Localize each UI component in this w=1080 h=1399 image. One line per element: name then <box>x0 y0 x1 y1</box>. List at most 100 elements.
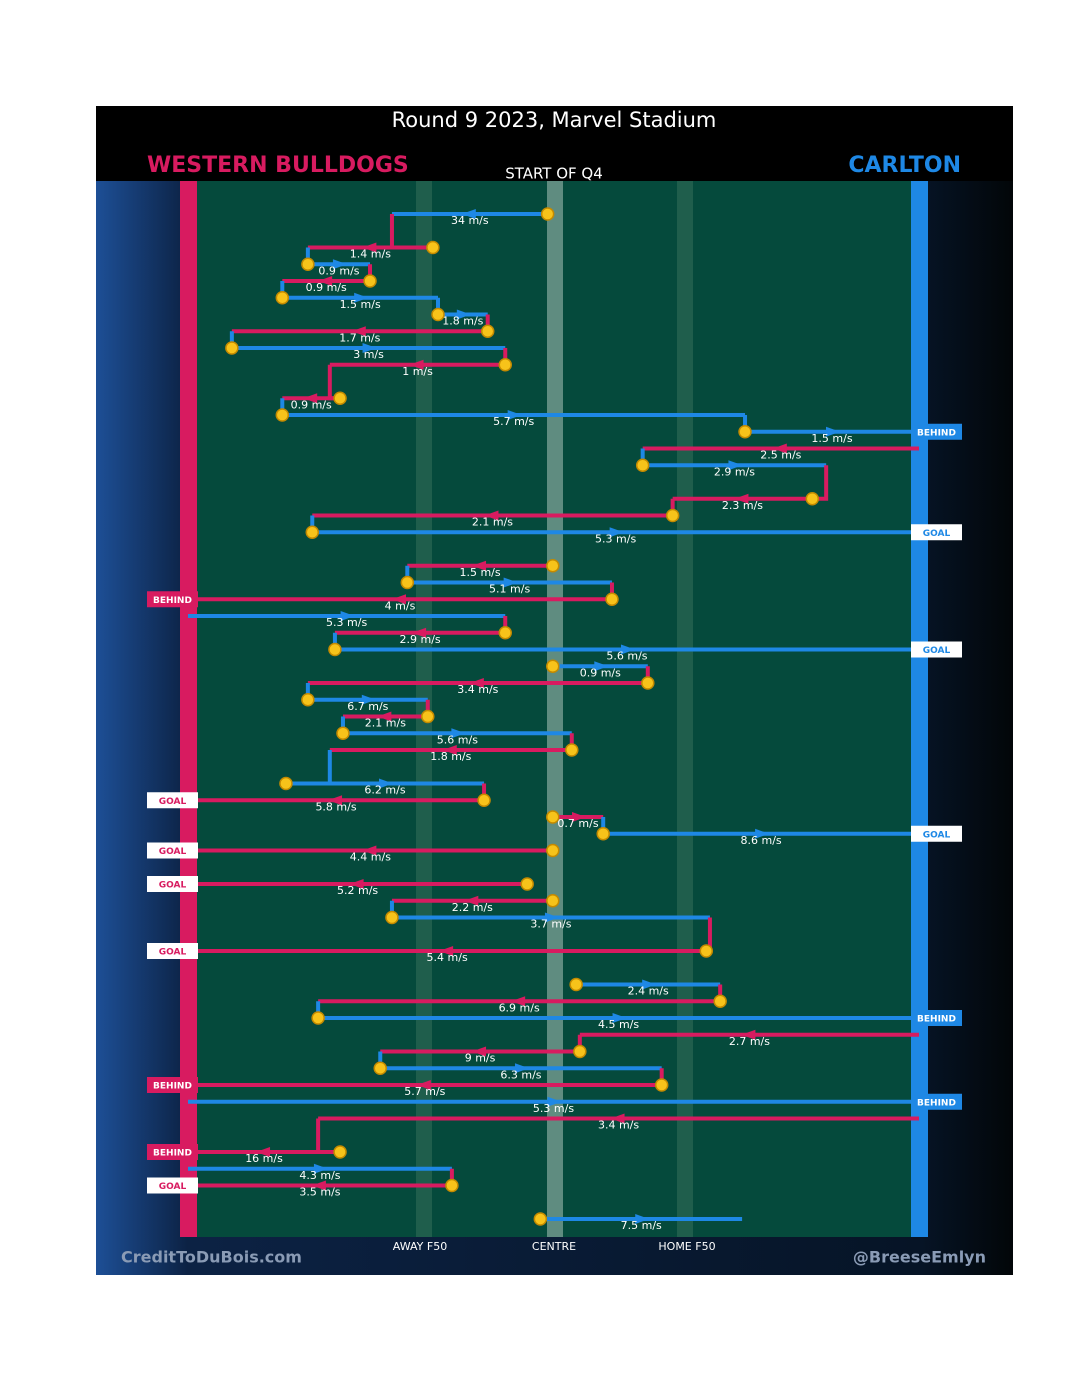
speed-label: 1.8 m/s <box>442 315 483 328</box>
outcome-badge <box>147 842 198 859</box>
direction-arrow <box>826 426 841 437</box>
speed-label: 2.2 m/s <box>452 901 493 914</box>
speed-label: 4.5 m/s <box>598 1018 639 1031</box>
ball-dot <box>333 1145 347 1159</box>
direction-arrow <box>391 594 406 605</box>
speed-label: 1.5 m/s <box>459 566 500 579</box>
outcome-badge <box>147 1177 198 1194</box>
direction-arrow <box>442 745 457 755</box>
outcome-label: GOAL <box>159 847 187 857</box>
ball-dot <box>738 425 752 439</box>
speed-label: 3.7 m/s <box>530 918 571 931</box>
ball-dot <box>385 910 399 925</box>
direction-arrow <box>318 276 333 286</box>
outcome-label: GOAL <box>923 646 951 656</box>
ball-dot <box>333 391 347 405</box>
speed-label: 2.1 m/s <box>365 717 406 730</box>
direction-arrow <box>379 778 394 789</box>
outcome-label: GOAL <box>923 830 951 840</box>
direction-arrow <box>412 627 427 638</box>
outcome-badge <box>147 591 198 608</box>
ball-dot <box>573 1044 587 1059</box>
speed-label: 2.9 m/s <box>714 465 755 478</box>
speed-label: 5.3 m/s <box>595 532 636 545</box>
speed-label: 5.4 m/s <box>427 951 468 964</box>
ball-dot <box>641 676 655 690</box>
outcome-label: BEHIND <box>917 1015 956 1025</box>
direction-arrow <box>311 1180 326 1191</box>
outcome-badge <box>147 876 198 892</box>
ball-dot <box>540 207 555 221</box>
field-label: HOME F50 <box>658 1240 715 1253</box>
speed-label: 5.6 m/s <box>606 650 647 663</box>
direction-arrow <box>451 728 466 739</box>
direction-arrow <box>349 879 364 889</box>
ball-dot <box>363 274 377 288</box>
ball-dot <box>520 877 534 891</box>
speed-label: 2.9 m/s <box>400 633 441 646</box>
ball-dot <box>311 1011 325 1025</box>
speed-label: 1.7 m/s <box>339 331 380 344</box>
direction-arrow <box>377 711 392 722</box>
centre-line <box>547 181 563 1237</box>
speed-label: 0.9 m/s <box>306 281 347 294</box>
direction-arrow <box>332 259 347 270</box>
ball-dot <box>498 358 513 372</box>
ball-dot <box>565 743 579 757</box>
quarter-label: START OF Q4 <box>505 165 603 183</box>
speed-label: 3.4 m/s <box>598 1119 639 1132</box>
speed-label: 6.2 m/s <box>364 784 405 797</box>
direction-arrow <box>362 845 377 856</box>
direction-arrow <box>409 359 424 370</box>
speed-label: 0.9 m/s <box>580 666 621 679</box>
ball-dot <box>336 726 350 740</box>
ball-dot <box>533 1212 548 1226</box>
direction-arrow <box>256 1147 271 1157</box>
ball-dot <box>546 810 560 824</box>
ball-dot <box>546 659 560 673</box>
direction-arrow <box>734 493 749 504</box>
direction-arrow <box>484 510 499 521</box>
speed-label: 2.3 m/s <box>722 499 763 512</box>
speed-label: 5.1 m/s <box>489 583 530 596</box>
title: Round 9 2023, Marvel Stadium <box>392 108 717 132</box>
away-goal-line <box>911 181 928 1237</box>
direction-arrow <box>439 946 454 956</box>
direction-arrow <box>362 343 377 353</box>
outcome-label: BEHIND <box>153 596 192 606</box>
speed-label: 5.2 m/s <box>337 884 378 897</box>
outcome-badge <box>147 943 198 959</box>
ball-dot <box>805 492 820 506</box>
speed-label: 8.6 m/s <box>741 834 782 847</box>
speed-label: 2.4 m/s <box>628 985 669 998</box>
speed-label: 3 m/s <box>353 348 384 361</box>
outcome-label: GOAL <box>159 948 187 958</box>
ball-dot <box>426 240 440 255</box>
ball-dot <box>498 626 513 640</box>
speed-label: 1 m/s <box>402 365 433 378</box>
speed-label: 5.3 m/s <box>533 1102 574 1115</box>
direction-arrow <box>514 1063 529 1074</box>
ball-dot <box>275 408 290 422</box>
away-team: CARLTON <box>848 153 961 178</box>
speed-label: 1.4 m/s <box>350 248 391 261</box>
direction-arrow <box>728 460 743 471</box>
direction-arrow <box>571 812 586 822</box>
outcome-badge <box>911 825 962 842</box>
speed-label: 6.9 m/s <box>499 1001 540 1014</box>
ball-dot <box>569 977 583 992</box>
speed-label: 1.8 m/s <box>430 750 471 763</box>
direction-arrow <box>503 577 518 588</box>
direction-arrow <box>507 410 522 420</box>
direction-arrow <box>303 393 318 404</box>
speed-label: 34 m/s <box>451 214 489 227</box>
speed-label: 1.5 m/s <box>340 298 381 311</box>
direction-arrow <box>469 678 484 688</box>
direction-arrow <box>472 1046 487 1057</box>
direction-arrow <box>741 1029 756 1040</box>
outcome-label: GOAL <box>159 797 187 807</box>
speed-label: 9 m/s <box>465 1052 496 1065</box>
direction-arrow <box>511 996 526 1007</box>
outcome-badge <box>911 641 962 658</box>
